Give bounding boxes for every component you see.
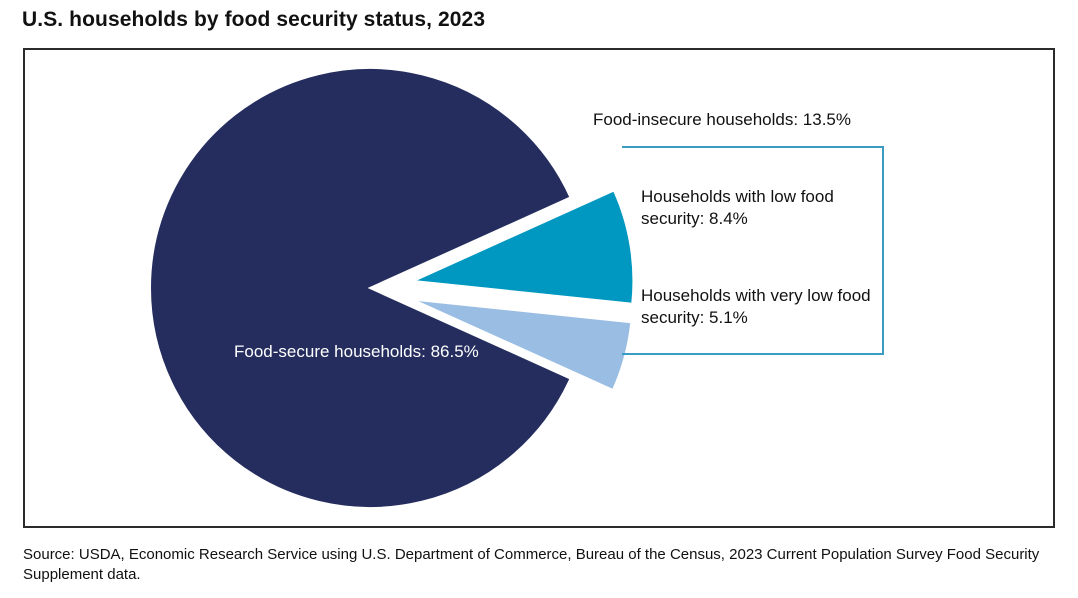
food-secure-label: Food-secure households: 86.5% (234, 342, 479, 361)
very-low-food-security-slice (412, 298, 633, 392)
chart-title: U.S. households by food security status,… (22, 8, 486, 31)
low-food-security-label: Households with low food security: 8.4% (641, 187, 834, 228)
food-insecure-callout-box (622, 146, 884, 355)
food-insecure-group-label: Food-insecure households: 13.5% (593, 110, 851, 129)
low-food-security-slice (409, 189, 635, 305)
very-low-food-security-label: Households with very low food security: … (641, 286, 871, 327)
food-secure-slice (149, 67, 572, 509)
source-note: Source: USDA, Economic Research Service … (23, 546, 1040, 583)
chart-frame (23, 48, 1055, 528)
